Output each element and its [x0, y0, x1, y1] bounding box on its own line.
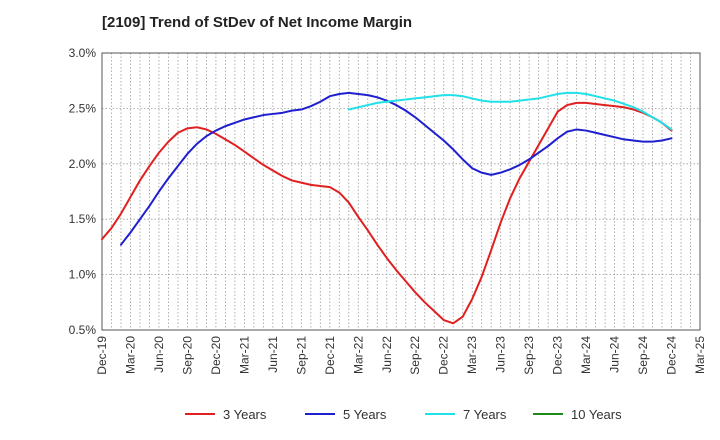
legend-label: 10 Years	[571, 407, 622, 422]
plot-area-frame	[101, 52, 701, 331]
axes: 0.5% 1.0% 1.5% 2.0% 2.5% 3.0% Dec-19 Mar-20 Jun-…	[69, 46, 707, 375]
chart-title: [2109] Trend of StDev of Net Income Marg…	[102, 14, 413, 31]
x-tick-label: Dec-23	[551, 336, 565, 375]
y-tick-label: 1.5%	[69, 212, 97, 226]
legend-label: 7 Years	[463, 407, 507, 422]
x-tick-label: Mar-20	[123, 336, 137, 374]
y-tick-label: 0.5%	[69, 323, 97, 337]
x-tick-label: Jun-22	[380, 336, 394, 373]
y-tick-label: 2.5%	[69, 101, 97, 115]
series-line-7-years	[347, 91, 673, 131]
x-tick-label: Jun-21	[266, 336, 280, 373]
series-lines	[101, 91, 673, 325]
legend-label: 3 Years	[223, 407, 267, 422]
x-tick-label: Dec-24	[665, 336, 679, 375]
x-tick-label: Jun-24	[608, 336, 622, 373]
x-tick-label: Jun-23	[494, 336, 508, 373]
x-tick-label: Mar-25	[693, 336, 707, 374]
x-tick-label: Dec-19	[95, 336, 109, 375]
legend-label: 5 Years	[343, 407, 387, 422]
x-tick-label: Mar-22	[351, 336, 365, 374]
x-tick-label: Jun-20	[152, 336, 166, 373]
x-tick-label: Mar-23	[465, 336, 479, 374]
x-tick-label: Dec-20	[209, 336, 223, 375]
x-tick-label: Sep-23	[522, 336, 536, 375]
series-line-5-years	[119, 91, 673, 246]
x-tick-label: Mar-24	[579, 336, 593, 374]
y-tick-label: 3.0%	[69, 46, 97, 60]
grid	[102, 53, 700, 330]
x-tick-label: Dec-22	[437, 336, 451, 375]
y-tick-label: 2.0%	[69, 157, 97, 171]
series-line-3-years	[101, 101, 673, 325]
y-tick-label: 1.0%	[69, 268, 97, 282]
x-tick-label: Mar-21	[237, 336, 251, 374]
x-tick-label: Sep-22	[408, 336, 422, 375]
legend: 3 Years 5 Years 7 Years 10 Years	[185, 407, 622, 422]
x-tick-label: Sep-24	[636, 336, 650, 375]
x-tick-label: Sep-21	[294, 336, 308, 375]
x-tick-label: Dec-21	[323, 336, 337, 375]
x-tick-label: Sep-20	[180, 336, 194, 375]
